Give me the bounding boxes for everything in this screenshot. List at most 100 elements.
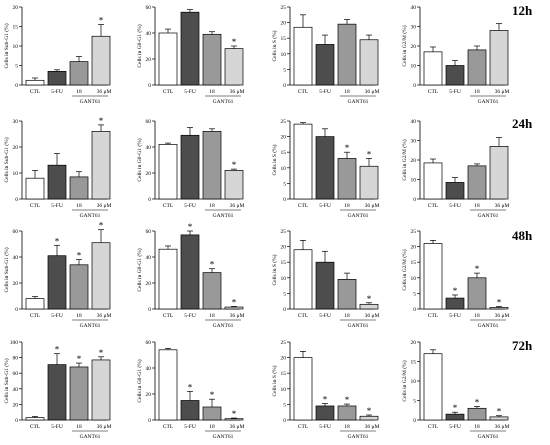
category-label: CTL <box>298 424 309 430</box>
category-label: 18 <box>76 89 82 95</box>
y-tick-label: 15 <box>281 260 287 266</box>
y-axis-title: Cells in G2/M (%) <box>401 25 408 66</box>
bar <box>489 307 509 310</box>
category-label: 18 <box>344 89 350 95</box>
bar <box>69 176 89 200</box>
significance-marker: * <box>367 406 372 416</box>
significance-marker: * <box>367 294 372 304</box>
category-label: CTL <box>428 424 439 430</box>
group-label: GANT61 <box>478 434 499 440</box>
y-tick-label: 20 <box>13 145 19 151</box>
y-tick-label: 20 <box>411 245 417 251</box>
significance-marker: * <box>497 407 502 417</box>
y-tick-label: 60 <box>13 371 19 377</box>
chart-12h-3: 0 10 20 30 40 Cells in G2/M (%) CTL 5-FU 18 36 μM… <box>401 5 509 105</box>
category-label: 5-FU <box>319 313 331 319</box>
y-axis-title: Cells in Sub-G1 (%) <box>3 247 10 292</box>
category-label: 36 μM <box>495 203 510 209</box>
bar <box>25 177 45 200</box>
category-label: 36 μM <box>365 313 380 319</box>
significance-marker: * <box>475 264 480 274</box>
significance-marker: * <box>367 149 372 159</box>
y-tick-label: 25 <box>281 340 287 346</box>
y-tick-label: 5 <box>283 181 286 187</box>
category-label: 18 <box>344 424 350 430</box>
category-label: 5-FU <box>319 203 331 209</box>
y-axis-title: Cells in G2/M (%) <box>401 360 408 401</box>
y-tick-label: 30 <box>411 139 417 145</box>
y-tick-label: 0 <box>15 307 18 313</box>
row-label-24h: 24h <box>512 116 533 131</box>
bar <box>315 261 335 310</box>
category-label: 18 <box>474 203 480 209</box>
category-label: 18 <box>344 203 350 209</box>
chart-48h-0: 0 20 40 60 Cells in Sub-G1 (%) CTL * 5-FU * 18 * 36… <box>3 221 111 329</box>
category-label: 5-FU <box>449 313 461 319</box>
bar <box>224 170 244 200</box>
category-label: 36 μM <box>495 313 510 319</box>
bar <box>423 162 443 200</box>
bar <box>315 405 335 421</box>
category-label: 5-FU <box>184 313 196 319</box>
bar <box>315 136 335 200</box>
bar <box>69 264 89 310</box>
y-tick-label: 15 <box>411 360 417 366</box>
bar <box>91 359 111 421</box>
y-tick-label: 15 <box>411 260 417 266</box>
group-label: GANT61 <box>213 213 234 219</box>
y-tick-label: 20 <box>146 392 152 398</box>
y-tick-label: 10 <box>13 171 19 177</box>
y-tick-label: 20 <box>281 135 287 141</box>
significance-marker: * <box>453 286 458 296</box>
category-label: 36 μM <box>365 203 380 209</box>
category-label: 18 <box>209 89 215 95</box>
y-axis-title: Cells in Sub-G1 (%) <box>3 137 10 182</box>
bar <box>180 400 200 421</box>
y-tick-label: 20 <box>146 171 152 177</box>
y-tick-label: 0 <box>148 197 151 203</box>
y-tick-label: 10 <box>281 166 287 172</box>
category-label: 18 <box>209 424 215 430</box>
bar <box>158 248 178 310</box>
y-tick-label: 40 <box>411 119 417 125</box>
y-tick-label: 60 <box>146 119 152 125</box>
chart-72h-3: 0 5 10 15 20 Cells in G2/M (%) CTL * 5-FU * 18 * 36 … <box>401 340 509 440</box>
chart-12h-2: 0 5 10 15 20 25 Cells in S (%) CTL 5-FU 18 36 μM GA… <box>271 5 379 105</box>
chart-24h-0: 0 10 20 30 Cells in Sub-G1 (%) CTL 5-FU 18 * 36 μ… <box>3 116 111 219</box>
y-tick-label: 20 <box>411 44 417 50</box>
y-tick-label: 20 <box>281 245 287 251</box>
category-label: CTL <box>30 89 41 95</box>
y-tick-label: 60 <box>146 5 152 11</box>
y-tick-label: 0 <box>15 197 18 203</box>
category-label: 18 <box>76 203 82 209</box>
bar <box>202 406 222 421</box>
bar <box>489 416 509 421</box>
y-axis-title: Cells in S (%) <box>271 365 278 396</box>
bar <box>158 144 178 200</box>
y-tick-label: 100 <box>10 340 19 346</box>
category-label: 5-FU <box>319 424 331 430</box>
y-tick-label: 40 <box>146 255 152 261</box>
y-tick-label: 40 <box>146 366 152 372</box>
y-tick-label: 20 <box>281 356 287 362</box>
y-tick-label: 20 <box>13 402 19 408</box>
category-label: 36 μM <box>365 89 380 95</box>
bar <box>293 123 313 200</box>
significance-marker: * <box>323 394 328 404</box>
category-label: 5-FU <box>449 203 461 209</box>
group-label: GANT61 <box>213 434 234 440</box>
bar <box>423 51 443 86</box>
category-label: 36 μM <box>230 89 245 95</box>
bar <box>25 79 45 86</box>
category-label: CTL <box>428 313 439 319</box>
category-label: 36 μM <box>230 203 245 209</box>
category-label: 5-FU <box>184 89 196 95</box>
bar <box>359 39 379 86</box>
significance-marker: * <box>210 390 215 400</box>
bar <box>489 30 509 86</box>
y-tick-label: 10 <box>411 178 417 184</box>
bar <box>47 164 67 200</box>
category-label: 36 μM <box>230 424 245 430</box>
category-label: 5-FU <box>449 89 461 95</box>
